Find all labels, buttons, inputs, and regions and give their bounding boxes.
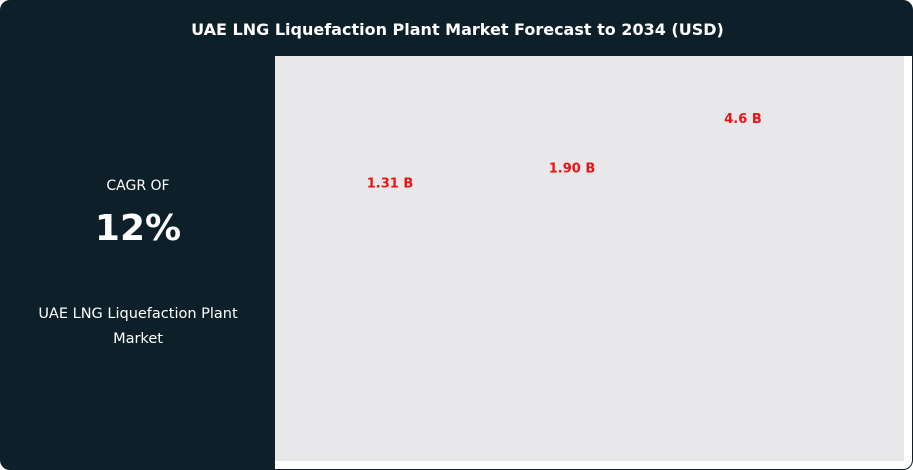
- cagr-value: 12%: [94, 208, 182, 249]
- cagr-label: CAGR OF: [106, 178, 170, 194]
- chart-svg: 1.31 B 1.90 B 4.6 B: [367, 112, 762, 191]
- chart-title: UAE LNG Liquefaction Plant Market Foreca…: [191, 20, 724, 39]
- market-name: UAE LNG Liquefaction Plant Market: [38, 306, 238, 347]
- plot-area-wrapper: 1.31 B 1.90 B 4.6 B: [275, 56, 912, 469]
- data-label: 4.6 B: [724, 112, 761, 127]
- data-label: 1.90 B: [549, 161, 596, 176]
- plot-area: 1.31 B 1.90 B 4.6 B: [275, 56, 904, 461]
- data-label: 1.31 B: [367, 176, 414, 191]
- summary-panel: CAGR OF 12% UAE LNG Liquefaction Plant M…: [1, 56, 275, 469]
